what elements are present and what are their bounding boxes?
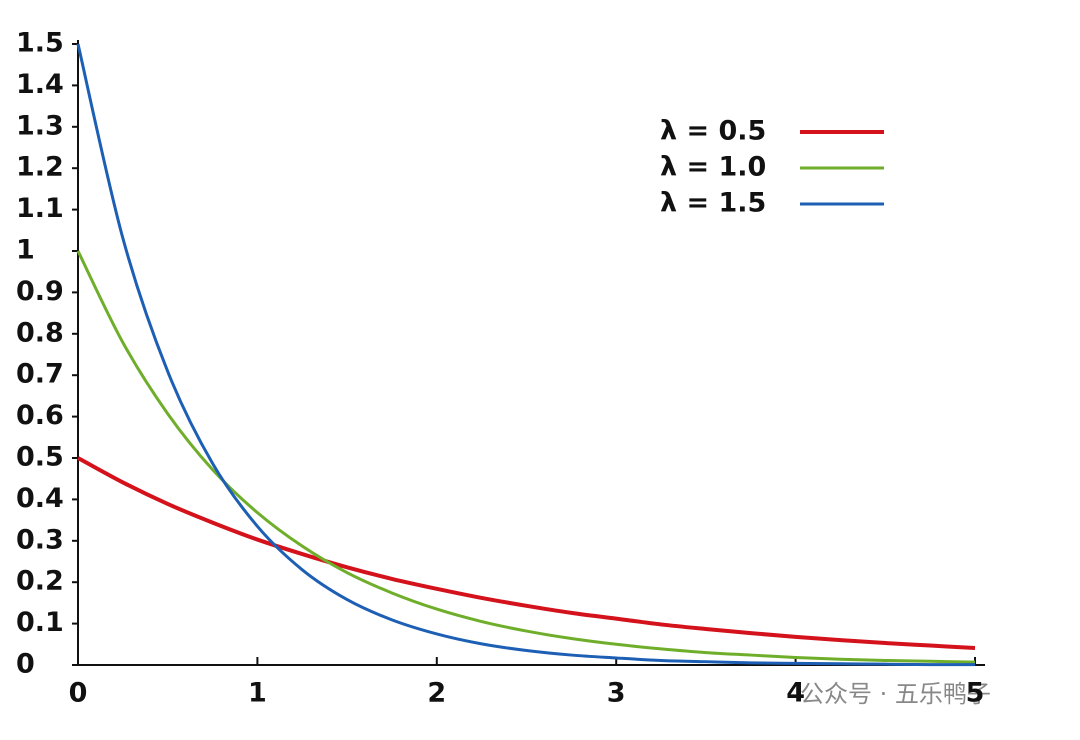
x-tick-label: 2 [427,678,446,709]
series-line [76,43,976,667]
series-line [77,456,976,651]
y-tick-label: 1.1 [16,193,64,224]
x-tick-label: 5 [966,678,985,709]
x-tick-label: 3 [607,678,626,709]
y-tick-label: 0.8 [16,317,64,348]
series-line [76,250,976,664]
y-tick-label: 0.5 [16,442,64,473]
x-tick-label: 0 [69,678,88,709]
y-tick-label: 0.7 [16,359,64,390]
y-tick-label: 1.4 [16,69,64,100]
y-tick-label: 0.6 [16,400,64,431]
y-tick-label: 0.2 [16,566,64,597]
y-tick-label: 0.4 [16,483,64,514]
watermark: 公众号 · 五乐鸭子 [800,680,991,708]
y-tick-label: 1.2 [16,152,64,183]
legend-label: λ = 1.5 [660,188,766,219]
legend-label: λ = 0.5 [660,116,766,147]
x-tick-label: 4 [786,678,805,709]
y-tick-label: 0.1 [16,607,64,638]
y-tick-label: 1.3 [16,110,64,141]
y-tick-label: 0.3 [16,524,64,555]
y-tick-label: 0.9 [16,276,64,307]
y-tick-label: 1.5 [16,28,64,59]
y-tick-label: 1 [16,235,35,266]
x-tick-label: 1 [248,678,267,709]
y-tick-label: 0 [16,649,35,680]
legend-label: λ = 1.0 [660,152,766,183]
